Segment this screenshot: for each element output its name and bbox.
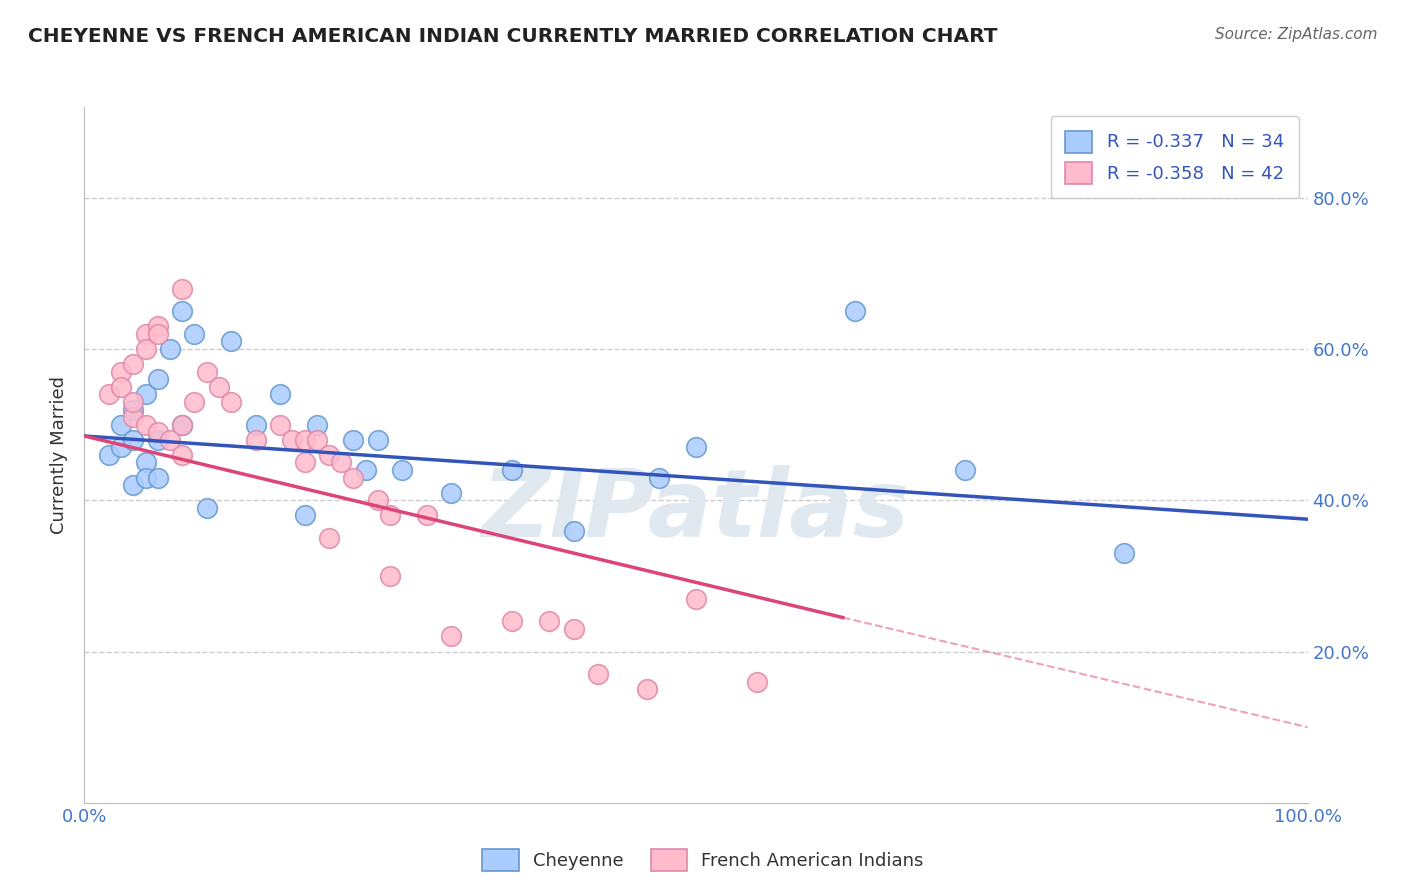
Point — [97, 387, 120, 401]
Point — [219, 334, 242, 349]
Point — [122, 395, 145, 409]
Text: ZIPatlas: ZIPatlas — [482, 465, 910, 557]
Point — [122, 402, 145, 417]
Point — [122, 357, 145, 371]
Point — [183, 395, 205, 409]
Point — [135, 470, 157, 484]
Text: CHEYENNE VS FRENCH AMERICAN INDIAN CURRENTLY MARRIED CORRELATION CHART: CHEYENNE VS FRENCH AMERICAN INDIAN CURRE… — [28, 27, 998, 45]
Point — [172, 448, 194, 462]
Point — [122, 478, 145, 492]
Point — [685, 441, 707, 455]
Point — [195, 365, 218, 379]
Point — [305, 417, 328, 432]
Point — [562, 524, 585, 538]
Point — [208, 380, 231, 394]
Point — [953, 463, 976, 477]
Point — [269, 417, 291, 432]
Point — [159, 433, 181, 447]
Point — [110, 365, 132, 379]
Point — [172, 281, 194, 295]
Point — [146, 319, 169, 334]
Point — [294, 508, 316, 523]
Legend: Cheyenne, French American Indians: Cheyenne, French American Indians — [475, 842, 931, 879]
Point — [135, 342, 157, 356]
Point — [146, 433, 169, 447]
Point — [502, 615, 524, 629]
Point — [685, 591, 707, 606]
Point — [380, 569, 402, 583]
Point — [146, 425, 169, 440]
Point — [342, 433, 364, 447]
Point — [172, 304, 194, 318]
Point — [146, 470, 169, 484]
Point — [538, 615, 561, 629]
Point — [122, 410, 145, 425]
Point — [1114, 546, 1136, 560]
Point — [135, 326, 157, 341]
Point — [380, 508, 402, 523]
Point — [97, 448, 120, 462]
Point — [110, 441, 132, 455]
Point — [354, 463, 377, 477]
Point — [305, 433, 328, 447]
Point — [342, 470, 364, 484]
Point — [562, 622, 585, 636]
Point — [367, 433, 389, 447]
Point — [159, 342, 181, 356]
Point — [416, 508, 439, 523]
Point — [172, 417, 194, 432]
Point — [648, 470, 671, 484]
Legend: R = -0.337   N = 34, R = -0.358   N = 42: R = -0.337 N = 34, R = -0.358 N = 42 — [1050, 116, 1299, 198]
Point — [135, 387, 157, 401]
Point — [844, 304, 866, 318]
Point — [747, 674, 769, 689]
Point — [636, 682, 658, 697]
Point — [110, 380, 132, 394]
Point — [318, 531, 340, 545]
Point — [391, 463, 413, 477]
Point — [294, 433, 316, 447]
Point — [135, 417, 157, 432]
Point — [294, 455, 316, 469]
Point — [146, 326, 169, 341]
Y-axis label: Currently Married: Currently Married — [51, 376, 69, 534]
Point — [330, 455, 353, 469]
Point — [281, 433, 304, 447]
Point — [183, 326, 205, 341]
Point — [318, 448, 340, 462]
Point — [195, 500, 218, 515]
Point — [172, 417, 194, 432]
Point — [219, 395, 242, 409]
Point — [586, 667, 609, 681]
Text: Source: ZipAtlas.com: Source: ZipAtlas.com — [1215, 27, 1378, 42]
Point — [440, 629, 463, 643]
Point — [245, 417, 267, 432]
Point — [245, 433, 267, 447]
Point — [110, 417, 132, 432]
Point — [502, 463, 524, 477]
Point — [269, 387, 291, 401]
Point — [146, 372, 169, 386]
Point — [135, 455, 157, 469]
Point — [440, 485, 463, 500]
Point — [122, 433, 145, 447]
Point — [367, 493, 389, 508]
